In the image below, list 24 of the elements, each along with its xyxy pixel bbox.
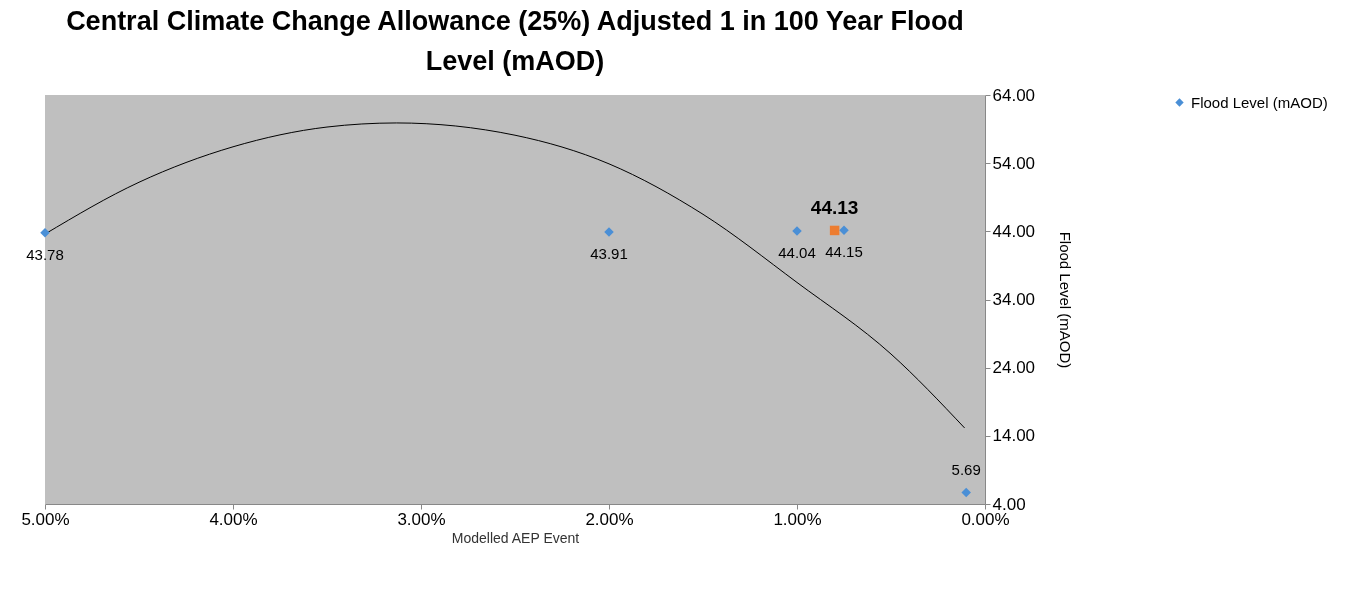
y-tick-label: 24.00 [992, 358, 1036, 378]
x-tick-label: 5.00% [21, 509, 70, 529]
y-tick-label: 14.00 [992, 426, 1036, 446]
point [829, 225, 840, 236]
x-axis-title: Modelled AEP Event [451, 529, 580, 546]
y-tick-label: 44.00 [992, 221, 1036, 241]
data-label: 44.04 [778, 244, 816, 262]
x-tick-label: 4.00% [209, 509, 258, 529]
y-tick-label: 34.00 [992, 290, 1036, 309]
x-tick-label: 2.00% [585, 509, 634, 529]
y-axis-title: Flood Level (mAOD) [1057, 231, 1075, 369]
y-tick-label: 64.00 [992, 85, 1036, 105]
y-tick-label: 54.00 [992, 153, 1036, 173]
data-label: 44.13 [810, 197, 859, 219]
data-label: 44.15 [825, 243, 863, 261]
point [961, 487, 971, 498]
point [839, 225, 849, 236]
data-label: 5.69 [951, 461, 981, 479]
x-tick-label: 1.00% [773, 509, 822, 529]
chart-title: Central Climate Change Allowance (25%) Adjusted 1 in 100 Year Flood Level (mAOD) [66, 6, 964, 76]
data-label: 43.78 [26, 245, 64, 263]
data-label: 43.91 [590, 244, 628, 262]
x-tick-label: 3.00% [397, 509, 446, 529]
legend-label: Flood Level (mAOD) [1191, 93, 1328, 111]
